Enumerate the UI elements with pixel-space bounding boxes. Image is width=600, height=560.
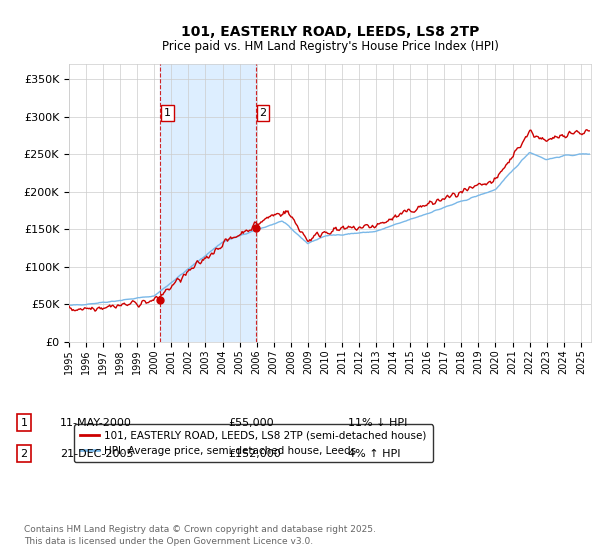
Text: 1: 1	[20, 418, 28, 428]
Text: 101, EASTERLY ROAD, LEEDS, LS8 2TP: 101, EASTERLY ROAD, LEEDS, LS8 2TP	[181, 25, 479, 39]
Text: 2: 2	[260, 108, 266, 118]
Text: £55,000: £55,000	[228, 418, 274, 428]
Legend: 101, EASTERLY ROAD, LEEDS, LS8 2TP (semi-detached house), HPI: Average price, se: 101, EASTERLY ROAD, LEEDS, LS8 2TP (semi…	[74, 424, 433, 462]
Text: 21-DEC-2005: 21-DEC-2005	[60, 449, 133, 459]
Text: Contains HM Land Registry data © Crown copyright and database right 2025.
This d: Contains HM Land Registry data © Crown c…	[24, 525, 376, 546]
Text: 1: 1	[164, 108, 171, 118]
Text: Price paid vs. HM Land Registry's House Price Index (HPI): Price paid vs. HM Land Registry's House …	[161, 40, 499, 53]
Text: 2: 2	[20, 449, 28, 459]
Text: 4% ↑ HPI: 4% ↑ HPI	[348, 449, 401, 459]
Text: 11-MAY-2000: 11-MAY-2000	[60, 418, 132, 428]
Text: 11% ↓ HPI: 11% ↓ HPI	[348, 418, 407, 428]
Bar	[160, 64, 256, 342]
Text: £152,000: £152,000	[228, 449, 281, 459]
